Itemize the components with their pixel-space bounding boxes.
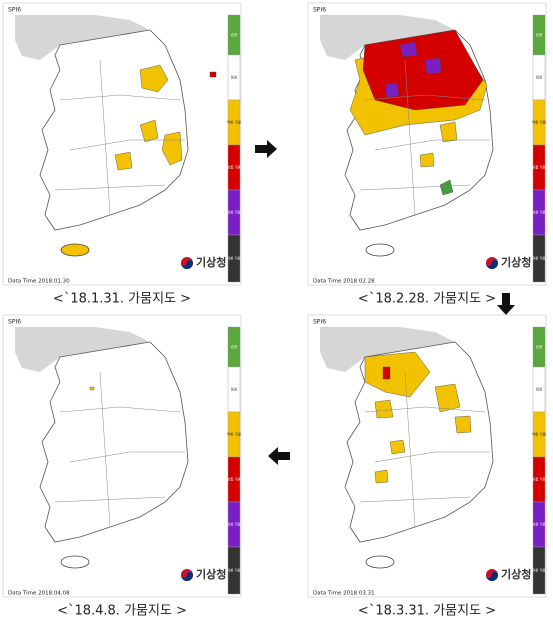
legend-label: 극한 가뭄	[227, 568, 242, 573]
korea-outline	[39, 341, 189, 543]
legend-label: 습윤	[536, 344, 543, 349]
logo-text: 기상청	[196, 567, 226, 581]
jeju-island	[365, 555, 395, 569]
index-label: SPI6	[313, 319, 326, 326]
legend-label: 정상	[536, 75, 543, 80]
legend-label: 심한 가뭄	[532, 522, 547, 527]
legend-swatch	[227, 546, 241, 595]
neighbor-land	[320, 327, 455, 372]
legend-label: 약한 가뭄	[227, 432, 242, 437]
drought-region	[439, 121, 458, 143]
legend-label: 극한 가뭄	[532, 256, 547, 261]
province-borders	[54, 59, 185, 216]
drought-region	[424, 57, 442, 75]
logo-emblem-blue	[486, 572, 498, 581]
index-label: SPI6	[8, 319, 21, 326]
data-time: Data Time 2018.02.28	[313, 279, 375, 285]
drought-region	[384, 82, 400, 98]
legend-label: 습윤	[536, 32, 543, 37]
legend-label: 극한 가뭄	[532, 568, 547, 573]
legend-swatch	[227, 234, 241, 283]
drought-region	[139, 64, 169, 93]
drought-region	[374, 469, 389, 484]
index-label: SPI6	[8, 7, 21, 14]
arrow-down	[497, 293, 515, 315]
province-borders	[359, 59, 490, 216]
legend-label: 정상	[231, 387, 238, 392]
logo-text: 기상청	[501, 567, 531, 581]
drought-region	[419, 152, 435, 168]
drought-region	[209, 71, 217, 78]
logo-text: 기상청	[501, 255, 531, 269]
drought-region	[114, 151, 133, 171]
index-label: SPI6	[313, 7, 326, 14]
legend-label: 심한 가뭄	[532, 210, 547, 215]
legend-label: 약한 가뭄	[532, 120, 547, 125]
caption: <`18.3.31. 가뭄지도 >	[358, 604, 496, 619]
caption: <`18.4.8. 가뭄지도 >	[57, 604, 187, 619]
drought-region	[374, 399, 394, 419]
drought-region	[139, 119, 159, 143]
legend-label: 심한 가뭄	[227, 522, 242, 527]
data-time: Data Time 2018.03.31	[313, 591, 375, 597]
drought-region	[454, 415, 472, 434]
jeju-island	[60, 555, 90, 569]
legend-label: 보통 가뭄	[227, 165, 242, 170]
logo-text: 기상청	[196, 255, 226, 269]
legend-label: 약한 가뭄	[227, 120, 242, 125]
arrow-right	[255, 140, 277, 158]
legend-swatch	[532, 234, 546, 283]
legend-label: 정상	[536, 387, 543, 392]
drought-region	[439, 179, 454, 196]
province-borders	[359, 371, 490, 528]
drought-region	[399, 41, 418, 58]
logo-emblem-blue	[486, 260, 498, 269]
legend-label: 심한 가뭄	[227, 210, 242, 215]
logo-emblem-blue	[181, 572, 193, 581]
drought-region	[434, 383, 461, 413]
data-time: Data Time 2018.01.30	[8, 279, 70, 285]
legend-label: 습윤	[231, 32, 238, 37]
neighbor-land	[320, 15, 455, 60]
jeju-island	[365, 243, 395, 257]
arrow-left	[268, 447, 290, 465]
logo-emblem-blue	[181, 260, 193, 269]
legend-label: 정상	[231, 75, 238, 80]
legend-label: 약한 가뭄	[532, 432, 547, 437]
caption: <`18.1.31. 가뭄지도 >	[53, 292, 191, 307]
legend-label: 보통 가뭄	[532, 477, 547, 482]
drought-region	[382, 366, 391, 380]
drought-region	[364, 351, 431, 398]
drought-region	[389, 439, 406, 455]
legend-label: 보통 가뭄	[227, 477, 242, 482]
legend-label: 습윤	[231, 344, 238, 349]
drought-region	[89, 386, 95, 391]
legend-swatch	[532, 546, 546, 595]
legend-label: 보통 가뭄	[532, 165, 547, 170]
jeju-island	[60, 243, 90, 257]
neighbor-land	[15, 15, 150, 60]
neighbor-land	[15, 327, 150, 372]
legend-label: 극한 가뭄	[227, 256, 242, 261]
province-borders	[54, 371, 185, 528]
caption: <`18.2.28. 가뭄지도 >	[358, 292, 496, 307]
data-time: Data Time 2018.04.08	[8, 591, 70, 597]
